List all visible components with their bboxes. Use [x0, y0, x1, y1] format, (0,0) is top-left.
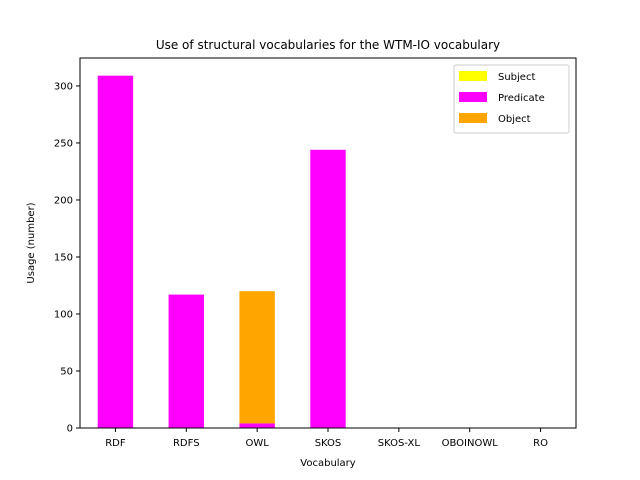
- y-axis-label: Usage (number): [26, 202, 37, 283]
- bar-predicate-owl: [239, 423, 275, 428]
- y-tick-label: 0: [67, 424, 73, 435]
- bar-object-owl: [239, 291, 275, 424]
- y-tick-label: 250: [54, 138, 73, 149]
- x-tick-label: SKOS: [315, 438, 342, 449]
- x-tick-label: RDFS: [173, 438, 200, 449]
- x-tick-label: RO: [533, 438, 548, 449]
- bar-predicate-skos: [310, 149, 346, 429]
- bar-predicate-rdfs: [168, 294, 204, 428]
- x-tick-label: RDF: [105, 438, 126, 449]
- y-tick-label: 200: [54, 195, 73, 206]
- x-tick-label: SKOS-XL: [378, 438, 421, 449]
- legend-swatch-predicate: [459, 92, 487, 102]
- x-axis: RDF RDFS OWL SKOS SKOS-XL OBOINOWL RO: [105, 428, 548, 449]
- y-tick-label: 50: [60, 366, 73, 377]
- legend-label-subject: Subject: [498, 72, 535, 83]
- bar-predicate-rdf: [97, 75, 134, 428]
- x-tick-label: OWL: [245, 438, 269, 449]
- legend-label-predicate: Predicate: [498, 93, 545, 104]
- chart-title: Use of structural vocabularies for the W…: [156, 38, 500, 52]
- y-tick-label: 300: [54, 81, 73, 92]
- legend-swatch-object: [459, 113, 487, 123]
- legend-label-object: Object: [498, 114, 531, 125]
- y-tick-label: 100: [54, 309, 73, 320]
- x-axis-label: Vocabulary: [300, 458, 356, 469]
- bars-group: [97, 75, 346, 429]
- legend: Subject Predicate Object: [453, 64, 570, 134]
- y-axis: 0 50 100 150 200 250 300: [54, 81, 80, 435]
- x-tick-label: OBOINOWL: [442, 438, 499, 449]
- y-tick-label: 150: [54, 252, 73, 263]
- legend-swatch-subject: [459, 71, 487, 81]
